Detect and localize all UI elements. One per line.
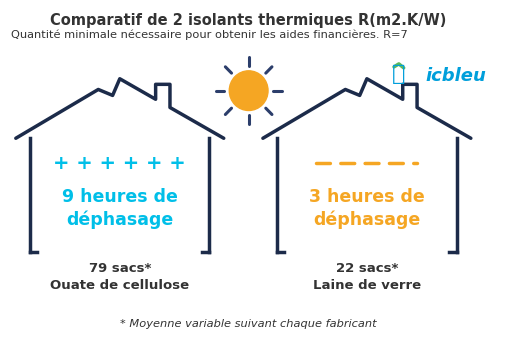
Text: Quantité minimale nécessaire pour obtenir les aides financières. R=7: Quantité minimale nécessaire pour obteni… [11,29,407,40]
Text: + + + + + +: + + + + + + [54,154,186,173]
Text: Comparatif de 2 isolants thermiques R(m2.K/W): Comparatif de 2 isolants thermiques R(m2… [50,13,446,28]
Circle shape [229,71,268,110]
Text: 3 heures de
déphasage: 3 heures de déphasage [309,189,424,228]
Text: Ouate de cellulose: Ouate de cellulose [50,279,189,292]
Text: * Moyenne variable suivant chaque fabricant: * Moyenne variable suivant chaque fabric… [120,319,376,329]
Text: 9 heures de
déphasage: 9 heures de déphasage [62,189,177,228]
Text: 𝓟: 𝓟 [391,64,405,84]
Text: 22 sacs*: 22 sacs* [335,262,397,275]
Text: icbleu: icbleu [424,67,485,85]
Text: Laine de verre: Laine de verre [312,279,420,292]
Text: 79 sacs*: 79 sacs* [88,262,150,275]
